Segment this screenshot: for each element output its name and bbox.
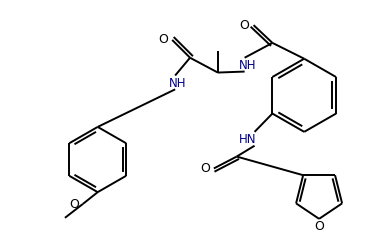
Text: NH: NH bbox=[239, 59, 256, 72]
Text: O: O bbox=[158, 33, 168, 46]
Text: NH: NH bbox=[170, 77, 187, 90]
Text: O: O bbox=[69, 199, 79, 212]
Text: HN: HN bbox=[239, 133, 256, 146]
Text: O: O bbox=[314, 220, 324, 233]
Text: O: O bbox=[240, 19, 249, 32]
Text: O: O bbox=[200, 162, 210, 175]
